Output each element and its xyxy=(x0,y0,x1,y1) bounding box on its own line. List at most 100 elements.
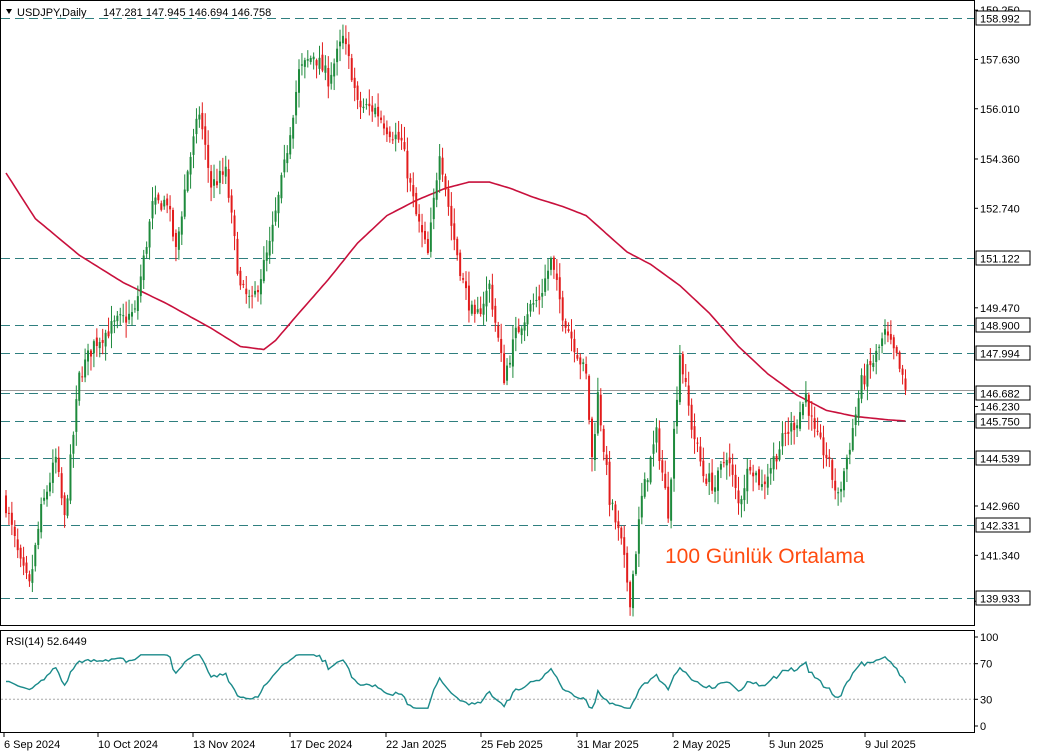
candle-body xyxy=(869,360,872,366)
candle-body xyxy=(637,519,640,554)
candle-body xyxy=(397,131,400,140)
candle-body xyxy=(532,303,535,305)
candle-body xyxy=(421,225,424,233)
candle-body xyxy=(588,375,591,420)
ma100-line xyxy=(5,172,906,422)
candle-body xyxy=(169,205,172,210)
candle-body xyxy=(394,134,397,140)
candle-body xyxy=(470,304,473,314)
candle-body xyxy=(327,67,330,87)
candle-body xyxy=(825,454,828,459)
candle-body xyxy=(760,484,763,487)
candle-body xyxy=(634,554,637,574)
candle-body xyxy=(462,278,465,280)
candle-body xyxy=(298,69,300,93)
candle-body xyxy=(898,352,901,369)
candle-body xyxy=(245,288,248,295)
candle-body xyxy=(582,362,585,364)
candle-body xyxy=(432,197,435,220)
candle-body xyxy=(218,170,221,183)
candle-body xyxy=(752,472,755,477)
candle-body xyxy=(555,273,558,280)
candle-body xyxy=(400,137,403,141)
candle-body xyxy=(227,169,230,198)
date-label: 31 Mar 2025 xyxy=(577,739,639,751)
candle-body xyxy=(251,295,254,297)
candle-body xyxy=(215,181,218,186)
candle-body xyxy=(901,368,904,375)
candle-body xyxy=(784,432,787,434)
level-label: 145.750 xyxy=(980,417,1020,429)
candle-body xyxy=(863,375,866,385)
candle-body xyxy=(763,481,766,485)
chart-header: USDJPY,Daily 147.281 147.945 146.694 146… xyxy=(6,7,271,19)
candle-body xyxy=(602,428,605,452)
level-label-box xyxy=(975,413,1031,429)
candle-body xyxy=(57,457,60,473)
level-label: 148.900 xyxy=(980,321,1020,333)
candle-body xyxy=(769,468,772,474)
level-label-box xyxy=(975,317,1031,333)
ma100-path xyxy=(5,172,906,422)
dropdown-triangle-icon[interactable] xyxy=(6,9,12,14)
candle-body xyxy=(426,238,429,253)
candle-body xyxy=(567,329,570,332)
candle-body xyxy=(632,574,635,609)
candle-body xyxy=(681,354,684,375)
candle-body xyxy=(854,414,857,425)
candle-body xyxy=(585,363,588,374)
candle-body xyxy=(154,197,157,205)
candle-body xyxy=(884,329,886,335)
candle-body xyxy=(368,103,371,107)
rsi-tick-label: 0 xyxy=(980,721,986,733)
candle-body xyxy=(339,41,342,47)
candle-body xyxy=(259,279,262,295)
candle-body xyxy=(599,394,602,426)
rsi-indicator: 100 70 30 0 xyxy=(1,632,998,733)
candle-body xyxy=(547,270,550,279)
candle-body xyxy=(892,337,895,349)
candle-body xyxy=(101,339,104,343)
candle-body xyxy=(508,362,511,365)
candle-body xyxy=(309,58,312,62)
candle-body xyxy=(875,350,878,362)
candle-body xyxy=(690,404,693,430)
candle-body xyxy=(482,303,485,315)
candle-body xyxy=(801,404,804,416)
candle-body xyxy=(180,216,183,235)
candle-body xyxy=(872,363,875,367)
candle-body xyxy=(658,428,661,462)
support-resistance-levels xyxy=(1,18,974,599)
date-label: 2 May 2025 xyxy=(673,739,730,751)
candle-body xyxy=(591,418,593,458)
level-label: 158.992 xyxy=(980,14,1020,26)
candle-body xyxy=(491,284,494,310)
candle-body xyxy=(842,471,845,491)
price-tick-label: 154.360 xyxy=(980,154,1020,166)
candle-body xyxy=(506,365,509,381)
candle-body xyxy=(576,355,579,359)
candle-body xyxy=(623,537,626,555)
candle-body xyxy=(699,446,702,462)
candle-body xyxy=(640,495,643,518)
candle-body xyxy=(441,157,444,175)
candle-body xyxy=(497,325,500,338)
candle-body xyxy=(593,434,596,461)
candle-body xyxy=(353,77,356,88)
candle-body xyxy=(391,139,394,141)
candle-body xyxy=(728,457,731,464)
candle-body xyxy=(43,497,46,501)
candle-body xyxy=(605,454,608,465)
candle-body xyxy=(28,574,31,582)
candle-body xyxy=(236,238,239,274)
candle-body xyxy=(667,486,670,519)
candle-body xyxy=(450,205,453,226)
candle-body xyxy=(271,224,274,242)
candle-body xyxy=(224,166,227,177)
candle-body xyxy=(878,346,881,348)
candle-body xyxy=(186,171,189,191)
candle-body xyxy=(778,449,781,460)
candle-body xyxy=(13,526,16,536)
rsi-tick-label: 100 xyxy=(980,632,998,644)
